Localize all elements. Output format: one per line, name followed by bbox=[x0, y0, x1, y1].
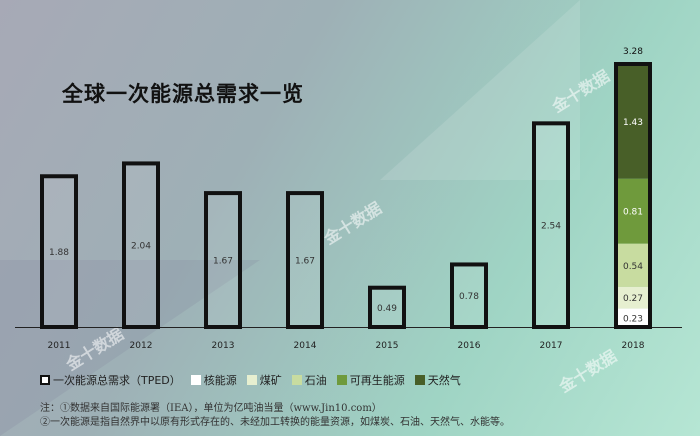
legend-item-oil: 石油 bbox=[291, 372, 327, 388]
bar-value-label: 1.88 bbox=[49, 248, 69, 258]
x-tick-label: 2011 bbox=[48, 341, 71, 351]
bar-segment-石油 bbox=[616, 243, 650, 287]
x-tick-label: 2016 bbox=[458, 341, 481, 351]
legend-swatch-nuclear bbox=[190, 375, 201, 385]
legend: 一次能源总需求（TPED） 核能源 煤矿 石油 可再生能源 天然气 bbox=[40, 371, 471, 389]
bar-value-label: 0.78 bbox=[459, 292, 479, 302]
x-tick-label: 2013 bbox=[212, 341, 235, 351]
bar bbox=[204, 191, 242, 329]
legend-swatch-gas bbox=[414, 375, 425, 385]
bar-value-label: 1.67 bbox=[213, 257, 233, 267]
bar-value-label: 1.67 bbox=[295, 257, 315, 267]
legend-item-coal: 煤矿 bbox=[246, 372, 282, 388]
legend-label-oil: 石油 bbox=[304, 374, 327, 387]
legend-label-renewable: 可再生能源 bbox=[349, 374, 405, 387]
legend-swatch-total bbox=[40, 375, 50, 385]
footnotes: 注：①数据来自国际能源署（IEA），单位为亿吨油当量（www.Jin10.com… bbox=[40, 402, 510, 430]
bar-value-label: 2.04 bbox=[131, 242, 151, 252]
chart-title: 全球一次能源总需求一览 bbox=[62, 82, 304, 106]
x-tick-label: 2015 bbox=[376, 341, 399, 351]
x-tick-label: 2014 bbox=[294, 341, 317, 351]
bar-value-label: 2.54 bbox=[541, 222, 561, 232]
legend-swatch-coal bbox=[246, 375, 257, 385]
footnote-1: 注：①数据来自国际能源署（IEA），单位为亿吨油当量（www.Jin10.com… bbox=[40, 403, 382, 414]
bar-value-label: 0.49 bbox=[377, 304, 397, 314]
bar-segment-核能源 bbox=[616, 308, 650, 327]
legend-label-total: 一次能源总需求（TPED） bbox=[53, 374, 181, 387]
x-tick-label: 2018 bbox=[622, 341, 645, 351]
legend-label-nuclear: 核能源 bbox=[203, 374, 237, 387]
bar-segment-煤矿 bbox=[616, 286, 650, 309]
bar-segment-天然气 bbox=[616, 64, 650, 179]
bar-outline-2018 bbox=[614, 62, 652, 329]
legend-item-renewable: 可再生能源 bbox=[336, 372, 405, 388]
bar bbox=[286, 191, 324, 329]
x-tick-label: 2017 bbox=[540, 341, 563, 351]
bar bbox=[368, 285, 406, 329]
bar bbox=[122, 161, 160, 329]
bar-segment-label: 0.23 bbox=[623, 314, 643, 324]
x-tick-label: 2012 bbox=[130, 341, 153, 351]
legend-swatch-renewable bbox=[336, 375, 347, 385]
legend-item-nuclear: 核能源 bbox=[190, 372, 237, 388]
legend-swatch-oil bbox=[291, 375, 302, 385]
legend-item-gas: 天然气 bbox=[414, 372, 461, 388]
footnote-2: ②一次能源是指自然界中以原有形式存在的、未经加工转换的能量资源，如煤炭、石油、天… bbox=[40, 417, 510, 428]
bar-segment-label: 1.43 bbox=[623, 118, 643, 128]
bar-segment-可再生能源 bbox=[616, 178, 650, 244]
bar bbox=[450, 262, 488, 329]
bar-segment-label: 0.27 bbox=[623, 294, 643, 304]
legend-label-coal: 煤矿 bbox=[259, 374, 282, 387]
bar-segment-label: 0.81 bbox=[623, 208, 643, 218]
bar-total-label: 3.28 bbox=[623, 47, 643, 57]
bar-segment-label: 0.54 bbox=[623, 262, 643, 272]
legend-label-gas: 天然气 bbox=[427, 374, 461, 387]
bar bbox=[532, 121, 570, 329]
bar bbox=[40, 174, 78, 329]
background-facet bbox=[380, 0, 580, 180]
legend-item-total: 一次能源总需求（TPED） bbox=[40, 372, 181, 388]
